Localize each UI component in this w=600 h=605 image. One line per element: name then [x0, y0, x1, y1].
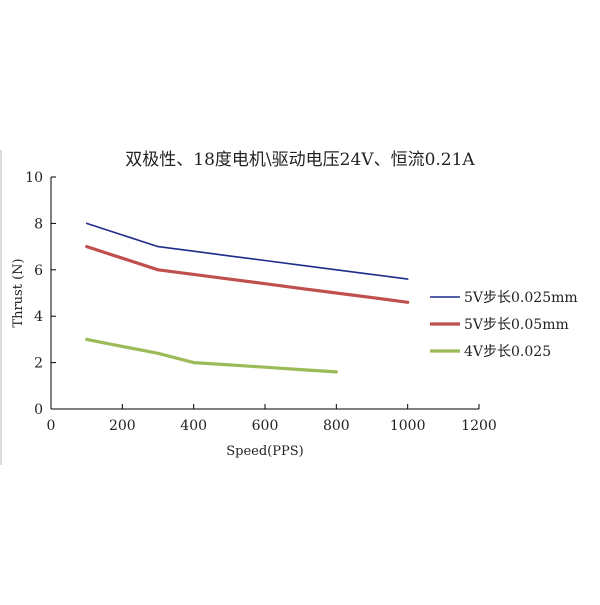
x-tick-label-4: 800	[323, 418, 350, 434]
x-tick-label-5: 1000	[390, 418, 426, 434]
legend: 5V步长0.025mm 5V步长0.05mm 4V步长0.025	[430, 290, 578, 360]
legend-label-2: 4V步长0.025	[464, 344, 551, 360]
y-axis-title: Thrust (N)	[11, 258, 26, 327]
y-tick-label-2: 4	[34, 309, 43, 325]
legend-label-1: 5V步长0.05mm	[464, 317, 569, 333]
y-tick-label-0: 0	[34, 402, 43, 418]
series-line-1	[85, 245, 410, 304]
x-tick-label-6: 1200	[461, 418, 497, 434]
y-tick-label-1: 2	[34, 356, 43, 372]
series-line-0	[85, 222, 409, 280]
y-tick-label-3: 6	[34, 263, 43, 279]
x-axis-title: Speed(PPS)	[226, 444, 303, 459]
x-tick-label-0: 0	[47, 418, 56, 434]
y-tick-label-5: 10	[25, 170, 43, 186]
series-line-2	[85, 337, 338, 374]
series-layer	[85, 222, 410, 374]
axes: 0 200 400 600 800 1000 1200 0 2 4 6 8 10	[25, 170, 497, 434]
x-tick-label-1: 200	[109, 418, 136, 434]
x-tick-label-3: 600	[252, 418, 279, 434]
y-tick-label-4: 8	[34, 216, 43, 232]
legend-label-0: 5V步长0.025mm	[464, 290, 578, 306]
chart-title: 双极性、18度电机\驱动电压24V、恒流0.21A	[125, 150, 475, 170]
x-tick-label-2: 400	[180, 418, 207, 434]
